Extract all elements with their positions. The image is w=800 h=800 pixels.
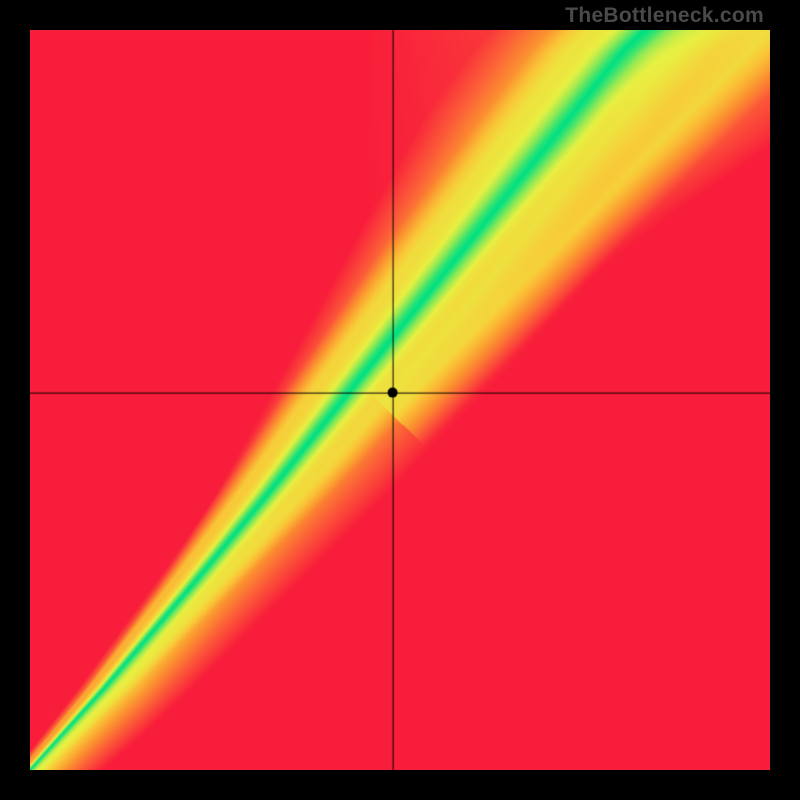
chart-frame: { "watermark": { "text": "TheBottleneck.… [0, 0, 800, 800]
bottleneck-heatmap [30, 30, 770, 770]
watermark-label: TheBottleneck.com [565, 4, 764, 28]
